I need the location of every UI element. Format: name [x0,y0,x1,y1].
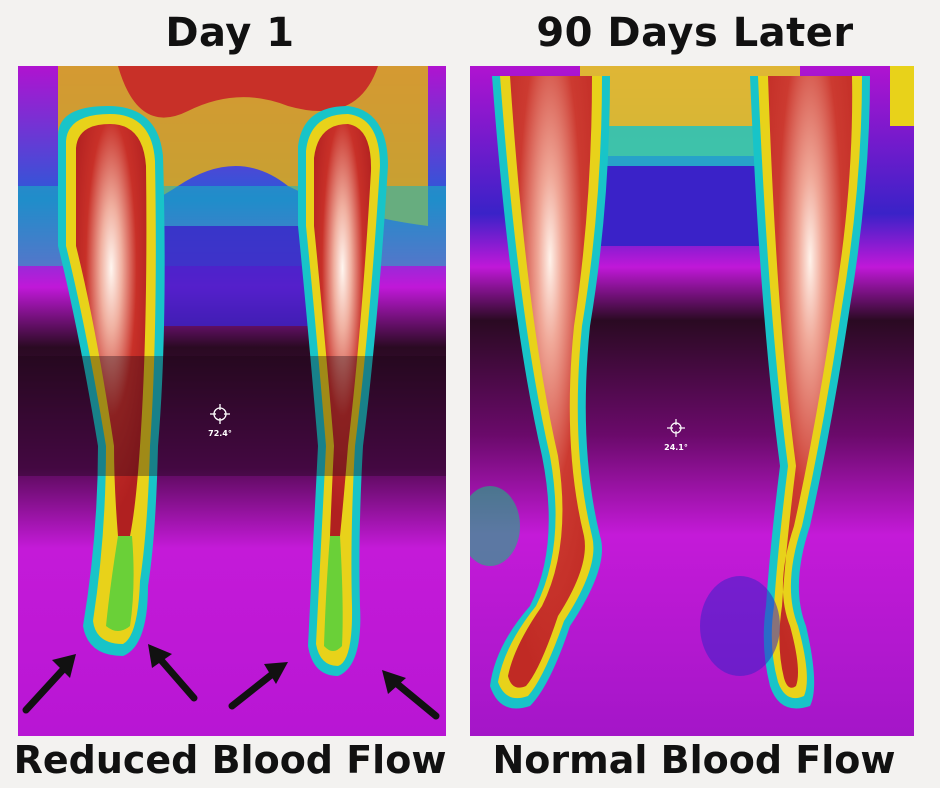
arrow-icon [382,670,440,720]
temperature-readout-day90: 24.1° [664,443,688,452]
panel-right-caption: Normal Blood Flow [492,738,896,782]
arrow-icon [228,662,288,710]
panel-right-title: 90 Days Later [536,10,854,56]
crosshair-icon [667,419,685,437]
panel-left-title: Day 1 [165,10,295,56]
arrow-icon [22,654,76,714]
crosshair-icon [210,404,230,424]
temperature-readout-day1: 72.4° [208,429,232,438]
arrow-icon [148,644,198,702]
arrows [22,644,440,720]
thermal-image-day1: 72.4° [18,66,446,736]
thermal-image-day90: 24.1° [470,66,914,736]
panel-left-caption: Reduced Blood Flow [13,738,447,782]
